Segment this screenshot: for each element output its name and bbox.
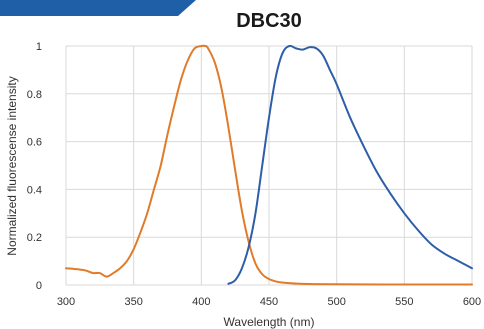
- x-tick-label: 300: [57, 296, 75, 308]
- x-tick-label: 400: [192, 296, 210, 308]
- series-line-orange: [65, 44, 473, 286]
- grid-lines: [65, 45, 473, 286]
- series-line-blue: [227, 44, 473, 285]
- y-tick-label: 0.6: [27, 137, 42, 149]
- series-lines: [65, 44, 473, 286]
- x-tick-label: 450: [260, 296, 278, 308]
- chart-title: DBC30: [236, 10, 302, 32]
- y-tick-label: 0: [36, 280, 42, 292]
- x-axis-label: Wavelength (nm): [223, 315, 315, 329]
- x-tick-label: 350: [124, 296, 142, 308]
- y-tick-label: 1: [36, 41, 42, 53]
- x-tick-label: 500: [327, 296, 345, 308]
- y-tick-label: 0.8: [27, 89, 42, 101]
- y-tick-label: 0.4: [27, 184, 42, 196]
- header-banner: [0, 0, 196, 16]
- y-axis-label: Normalized fluorescense intensity: [5, 76, 19, 256]
- x-tick-label: 600: [463, 296, 481, 308]
- y-tick-label: 0.2: [27, 232, 42, 244]
- tick-labels: 300 350 400 450 500 550 600 0 0.2 0.4 0.6 0.8 1: [27, 41, 481, 308]
- x-tick-label: 550: [395, 296, 413, 308]
